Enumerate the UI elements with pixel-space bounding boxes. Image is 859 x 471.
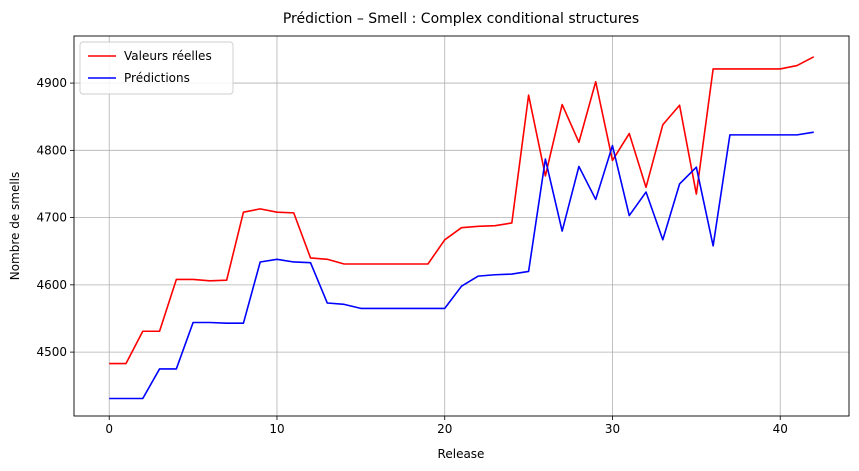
plot-frame	[73, 35, 850, 417]
x-tick-label: 0	[105, 422, 113, 436]
y-tick-label: 4800	[36, 143, 67, 157]
x-tick-label: 10	[269, 422, 284, 436]
legend: Valeurs réelles Prédictions	[79, 41, 234, 95]
legend-label: Valeurs réelles	[124, 49, 212, 63]
grid-lines	[74, 36, 849, 416]
legend-box	[79, 41, 234, 95]
x-tick-label: 40	[773, 422, 788, 436]
legend-label: Prédictions	[124, 71, 190, 85]
y-axis-label: Nombre de smells	[8, 172, 22, 281]
axis-ticks: 0 10 20 30 40 4500 4600 4700 4800 4900	[36, 76, 787, 436]
y-tick-label: 4900	[36, 76, 67, 90]
x-axis-label: Release	[438, 447, 485, 461]
y-tick-label: 4600	[36, 278, 67, 292]
series-line-valeurs-reelles	[109, 56, 815, 365]
chart-title: Prédiction – Smell : Complex conditional…	[283, 11, 639, 27]
series-line-predictions	[109, 131, 814, 400]
x-tick-label: 30	[605, 422, 620, 436]
series-lines	[109, 56, 815, 400]
y-tick-label: 4500	[36, 345, 67, 359]
x-tick-label: 20	[437, 422, 452, 436]
y-tick-label: 4700	[36, 211, 67, 225]
